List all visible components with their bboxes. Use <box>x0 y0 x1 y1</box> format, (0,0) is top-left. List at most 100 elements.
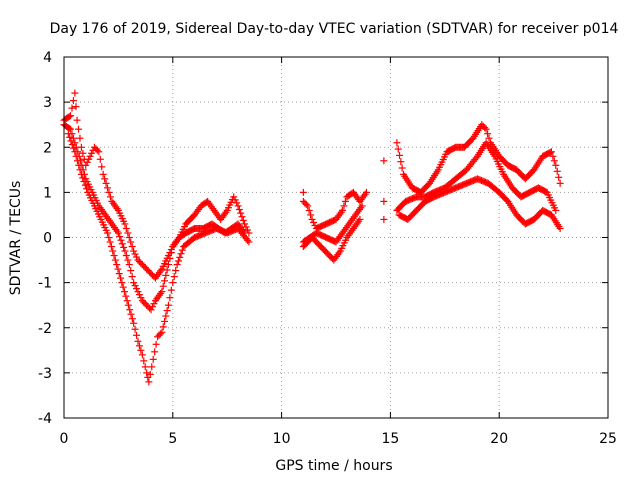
data-point <box>96 155 104 163</box>
data-point <box>162 271 170 279</box>
data-point <box>77 170 85 178</box>
data-point <box>123 297 131 305</box>
data-point <box>241 220 249 228</box>
data-point <box>245 238 253 246</box>
data-point <box>362 188 370 196</box>
data-point <box>166 255 174 263</box>
plot-frame <box>63 56 609 419</box>
data-point <box>550 157 558 165</box>
data-point <box>117 236 125 244</box>
data-point <box>380 215 388 223</box>
data-point <box>117 274 125 282</box>
data-point <box>396 151 404 159</box>
data-point <box>66 133 74 141</box>
data-point <box>234 202 242 210</box>
data-point <box>380 157 388 165</box>
data-point <box>174 257 182 265</box>
data-point <box>106 238 114 246</box>
data-point <box>68 141 76 149</box>
data-point <box>126 306 134 314</box>
data-point <box>140 357 148 365</box>
data-point <box>485 134 493 142</box>
y-tick-label: -4 <box>38 411 52 427</box>
data-point <box>244 236 252 244</box>
data-point <box>148 303 156 311</box>
data-point <box>161 277 169 285</box>
data-point <box>161 317 169 325</box>
data-point <box>169 279 177 287</box>
data-point <box>149 355 157 363</box>
data-point <box>120 243 128 251</box>
data-point <box>79 149 87 157</box>
data-point <box>73 116 81 124</box>
data-point <box>178 246 186 254</box>
data-point <box>393 139 401 147</box>
data-point <box>119 283 127 291</box>
data-point <box>556 179 564 187</box>
y-tick-label: 2 <box>43 140 52 156</box>
data-point <box>339 206 347 214</box>
data-point <box>131 282 139 290</box>
data-point <box>167 286 175 294</box>
data-point <box>118 240 126 248</box>
data-point <box>65 113 73 121</box>
data-point <box>482 125 490 133</box>
data-point <box>380 197 388 205</box>
data-point <box>76 134 84 142</box>
data-point <box>113 261 121 269</box>
data-point <box>158 288 166 296</box>
data-point <box>176 253 184 261</box>
data-point <box>167 249 175 257</box>
data-point <box>81 181 89 189</box>
data-point <box>105 234 113 241</box>
data-point <box>147 306 155 314</box>
data-point <box>70 144 78 152</box>
data-point <box>556 224 564 232</box>
data-point <box>237 209 245 217</box>
data-point <box>121 220 129 228</box>
chart-title: Day 176 of 2019, Sidereal Day-to-day VTE… <box>50 21 619 37</box>
data-point <box>98 163 106 171</box>
points-layer <box>60 89 564 386</box>
data-point <box>299 188 307 196</box>
data-point <box>156 330 164 338</box>
data-point <box>398 164 406 172</box>
data-point <box>141 363 149 371</box>
y-tick-label: -1 <box>38 276 52 292</box>
data-point <box>134 288 142 296</box>
y-tick-label: -2 <box>38 321 52 337</box>
data-point <box>86 152 94 160</box>
data-point <box>95 148 103 156</box>
data-point <box>75 125 83 133</box>
data-point <box>230 193 238 201</box>
data-point <box>75 161 83 169</box>
data-point <box>394 145 402 153</box>
data-point <box>553 167 561 175</box>
data-point <box>177 250 185 258</box>
data-point <box>127 238 135 246</box>
data-point <box>135 342 143 350</box>
data-point <box>118 279 126 287</box>
data-point <box>124 229 132 237</box>
data-point <box>146 370 154 378</box>
data-point <box>151 348 159 356</box>
data-point <box>481 124 489 132</box>
data-point <box>238 213 246 221</box>
data-point <box>137 346 145 354</box>
data-point <box>484 130 492 138</box>
data-point <box>164 301 172 309</box>
grid-layer <box>64 57 608 418</box>
data-point <box>111 256 119 264</box>
data-point <box>71 148 79 156</box>
data-point <box>93 146 101 154</box>
y-tick-label: 3 <box>43 95 52 111</box>
data-point <box>305 206 313 214</box>
data-point <box>73 157 81 165</box>
data-point <box>163 266 171 274</box>
data-point <box>114 229 122 237</box>
y-tick-label: 4 <box>43 50 52 66</box>
data-point <box>65 124 73 132</box>
data-point <box>124 301 132 309</box>
data-point <box>397 158 405 166</box>
